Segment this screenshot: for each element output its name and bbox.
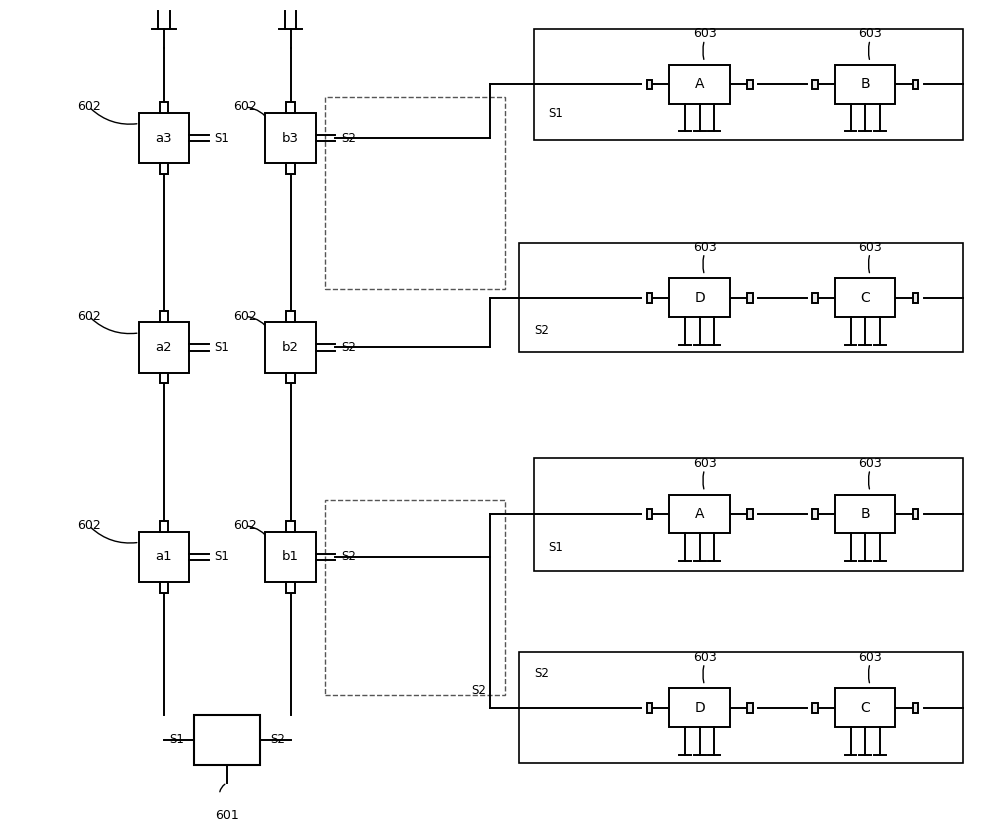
Bar	[534, 29, 963, 140]
Text: S2: S2	[534, 324, 549, 337]
Text: 601: 601	[215, 810, 239, 821]
Bar	[747, 509, 753, 519]
Bar	[286, 102, 295, 112]
Text: S1: S1	[549, 540, 564, 553]
Bar	[647, 509, 652, 519]
Bar	[286, 521, 295, 531]
Bar	[519, 243, 963, 352]
Text: S2: S2	[341, 341, 356, 354]
Text: a1: a1	[156, 550, 172, 563]
Text: B: B	[860, 507, 870, 521]
Text: 603: 603	[858, 27, 882, 40]
Text: S1: S1	[170, 733, 184, 746]
Text: S1: S1	[215, 131, 229, 144]
Bar	[812, 509, 818, 519]
Text: S2: S2	[341, 131, 356, 144]
Text: S2: S2	[270, 733, 285, 746]
Bar	[160, 582, 168, 593]
Bar	[747, 703, 753, 713]
Bar	[139, 322, 189, 373]
Text: S2: S2	[471, 684, 486, 697]
Text: 603: 603	[693, 241, 716, 254]
Text: S1: S1	[215, 341, 229, 354]
Bar	[913, 293, 918, 303]
Bar	[160, 521, 168, 531]
Bar	[647, 703, 652, 713]
Bar	[160, 163, 168, 174]
Bar	[139, 531, 189, 582]
Bar	[286, 311, 295, 322]
Text: 603: 603	[858, 651, 882, 663]
Bar	[265, 322, 316, 373]
Bar	[160, 102, 168, 112]
Bar	[160, 311, 168, 322]
Bar	[160, 373, 168, 383]
Text: D: D	[694, 291, 705, 305]
Bar	[835, 688, 895, 727]
Bar	[669, 65, 730, 104]
Text: 603: 603	[693, 651, 716, 663]
Bar	[194, 714, 260, 765]
Bar	[647, 293, 652, 303]
Bar	[835, 494, 895, 534]
Bar	[265, 531, 316, 582]
Bar	[812, 703, 818, 713]
Text: A: A	[695, 507, 704, 521]
Bar	[835, 65, 895, 104]
Bar	[747, 293, 753, 303]
Text: D: D	[694, 701, 705, 715]
Text: 603: 603	[693, 456, 716, 470]
Text: 602: 602	[77, 100, 101, 113]
Text: b3: b3	[282, 131, 299, 144]
Bar	[669, 494, 730, 534]
Text: a2: a2	[156, 341, 172, 354]
Bar	[812, 80, 818, 89]
Text: B: B	[860, 77, 870, 91]
Text: C: C	[860, 701, 870, 715]
Text: S2: S2	[534, 667, 549, 681]
Text: 603: 603	[693, 27, 716, 40]
Text: b1: b1	[282, 550, 299, 563]
Text: S2: S2	[341, 550, 356, 563]
Bar	[669, 688, 730, 727]
Bar	[286, 373, 295, 383]
Bar	[325, 500, 505, 695]
Text: b2: b2	[282, 341, 299, 354]
Bar	[534, 457, 963, 571]
Text: 603: 603	[858, 456, 882, 470]
Bar	[913, 703, 918, 713]
Bar	[286, 582, 295, 593]
Bar	[913, 509, 918, 519]
Text: 602: 602	[77, 310, 101, 323]
Bar	[286, 163, 295, 174]
Text: 602: 602	[233, 100, 257, 113]
Text: S1: S1	[549, 108, 564, 120]
Text: S1: S1	[215, 550, 229, 563]
Text: C: C	[860, 291, 870, 305]
Bar	[647, 80, 652, 89]
Text: 602: 602	[77, 519, 101, 532]
Bar	[519, 653, 963, 764]
Bar	[139, 112, 189, 163]
Text: 602: 602	[233, 519, 257, 532]
Text: 603: 603	[858, 241, 882, 254]
Bar	[747, 80, 753, 89]
Bar	[325, 97, 505, 289]
Bar	[835, 278, 895, 317]
Bar	[812, 293, 818, 303]
Bar	[669, 278, 730, 317]
Bar	[265, 112, 316, 163]
Text: A: A	[695, 77, 704, 91]
Bar	[913, 80, 918, 89]
Text: 602: 602	[233, 310, 257, 323]
Text: a3: a3	[156, 131, 172, 144]
